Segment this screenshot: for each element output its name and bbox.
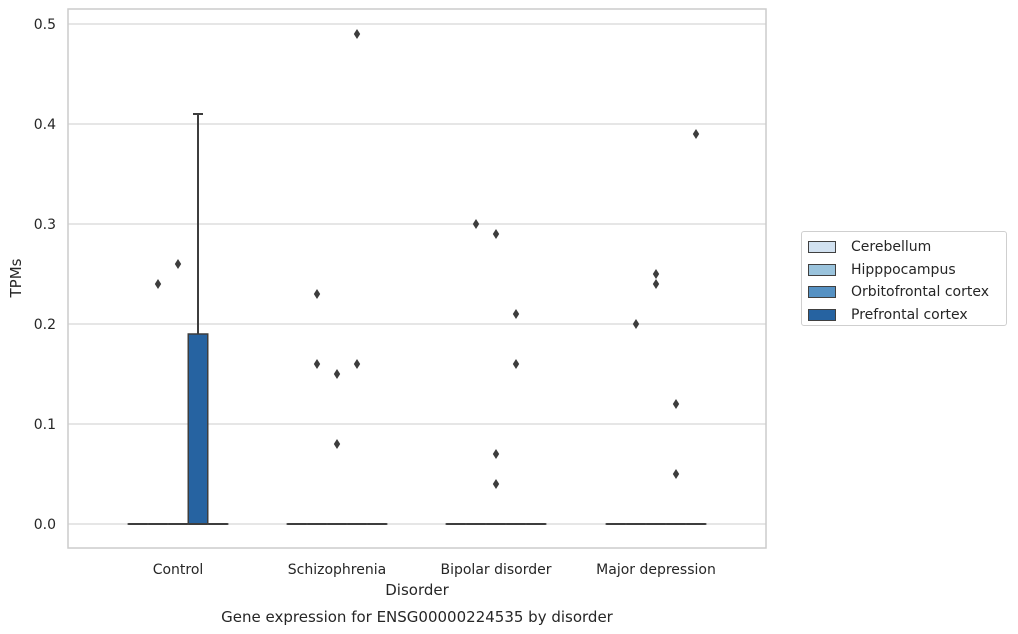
outlier-point	[672, 399, 680, 409]
y-tick-label: 0.1	[34, 417, 56, 433]
legend-label: Hipppocampus	[851, 261, 956, 278]
chart-title: Gene expression for ENSG00000224535 by d…	[221, 608, 614, 626]
legend-label: Prefrontal cortex	[851, 306, 968, 323]
outlier-point	[313, 359, 321, 369]
y-tick-labels: 0.0 0.1 0.2 0.3 0.4 0.5	[34, 17, 56, 533]
legend-swatch	[808, 308, 836, 321]
outlier-point	[333, 439, 341, 449]
legend-swatch	[808, 263, 836, 276]
x-axis-label: Disorder	[385, 581, 449, 599]
outlier-point	[492, 449, 500, 459]
box	[187, 333, 209, 525]
outlier-point	[652, 269, 660, 279]
outlier-point	[512, 309, 520, 319]
outlier-point	[652, 279, 660, 289]
x-tick-label: Control	[153, 562, 204, 578]
legend-item: Prefrontal cortex	[802, 304, 1006, 327]
box-series	[127, 113, 707, 525]
legend-swatch	[808, 241, 836, 254]
y-tick-label: 0.5	[34, 17, 56, 33]
outlier-point	[333, 369, 341, 379]
plot-frame	[67, 8, 767, 549]
outlier-point	[154, 279, 162, 289]
y-tick-label: 0.0	[34, 517, 56, 533]
y-tick-label: 0.4	[34, 117, 56, 133]
legend-item: Orbitofrontal cortex	[802, 281, 1006, 304]
y-axis-label: TPMs	[7, 258, 25, 298]
x-tick-label: Major depression	[596, 562, 716, 578]
outlier-point	[313, 289, 321, 299]
x-tick-labels: Control Schizophrenia Bipolar disorder Majo…	[153, 562, 716, 578]
outlier-point	[672, 469, 680, 479]
legend-label: Cerebellum	[851, 239, 932, 256]
outlier-points	[154, 29, 700, 489]
outlier-point	[353, 359, 361, 369]
outlier-point	[512, 359, 520, 369]
box-prefrontal-cortex-0	[187, 113, 209, 525]
legend: Cerebellum Hipppocampus Orbitofrontal cort…	[801, 231, 1007, 326]
legend-label: Orbitofrontal cortex	[851, 284, 989, 301]
outlier-point	[692, 129, 700, 139]
y-tick-label: 0.3	[34, 217, 56, 233]
outlier-point	[492, 229, 500, 239]
outlier-point	[472, 219, 480, 229]
gridlines	[68, 23, 766, 525]
y-tick-label: 0.2	[34, 317, 56, 333]
legend-swatch	[808, 286, 836, 299]
outlier-point	[174, 259, 182, 269]
legend-item: Cerebellum	[802, 236, 1006, 259]
legend-item: Hipppocampus	[802, 259, 1006, 282]
x-tick-label: Bipolar disorder	[440, 562, 551, 578]
outlier-point	[632, 319, 640, 329]
outlier-point	[353, 29, 361, 39]
outlier-point	[492, 479, 500, 489]
x-tick-label: Schizophrenia	[288, 562, 386, 578]
